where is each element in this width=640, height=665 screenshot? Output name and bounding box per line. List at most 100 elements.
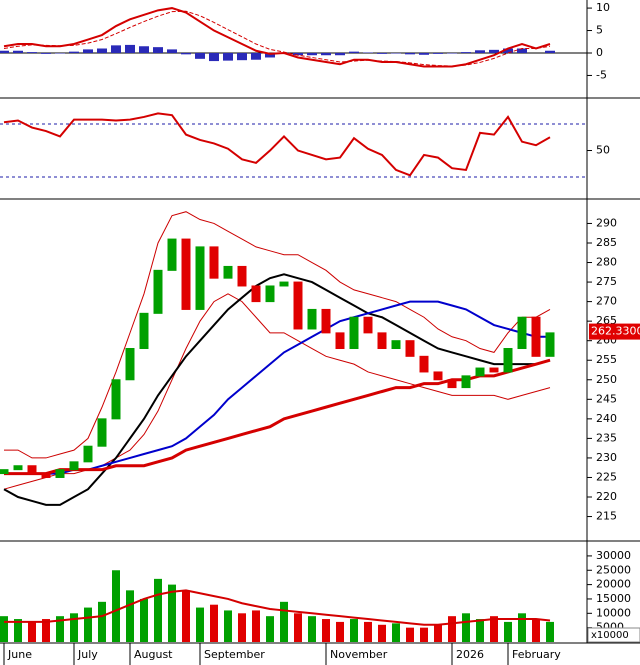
volume-bar xyxy=(504,621,512,642)
histogram-bar xyxy=(503,48,513,53)
candle xyxy=(293,281,303,330)
volume-bar xyxy=(378,624,386,642)
candle xyxy=(13,465,23,471)
candle xyxy=(83,445,93,463)
histogram-bar xyxy=(419,52,429,55)
histogram-bar xyxy=(251,52,261,60)
volume-bar xyxy=(448,616,456,642)
candle xyxy=(363,316,373,334)
histogram-bar xyxy=(125,44,135,53)
histogram-bar xyxy=(195,52,205,59)
volume-bar xyxy=(546,621,554,642)
volume-bar xyxy=(490,616,498,642)
volume-bar xyxy=(280,601,288,642)
candle xyxy=(69,461,79,471)
volume-bar xyxy=(336,621,344,642)
candle xyxy=(167,238,177,271)
volume-bar xyxy=(476,619,484,642)
candle xyxy=(41,473,51,478)
y-tick-label: 240 xyxy=(596,412,617,425)
x-tick-label: August xyxy=(134,648,173,661)
candle xyxy=(335,332,345,350)
y-tick-label: 220 xyxy=(596,490,617,503)
volume-bar xyxy=(196,607,204,642)
volume-bar xyxy=(518,613,526,642)
series-line xyxy=(4,358,551,476)
series-line xyxy=(4,211,551,459)
volume-bar xyxy=(434,624,442,642)
volume-bar xyxy=(154,578,162,642)
series-line xyxy=(3,10,551,67)
y-tick-label: 225 xyxy=(596,470,617,483)
histogram-bar xyxy=(475,50,485,53)
unit-label: x10000 xyxy=(591,630,629,641)
volume-bar xyxy=(308,616,316,642)
volume-bar xyxy=(252,610,260,642)
candle xyxy=(433,371,443,381)
histogram-bar xyxy=(153,47,163,53)
volume-bar xyxy=(14,619,22,642)
candle xyxy=(195,246,205,310)
histogram-bar xyxy=(321,52,331,56)
series-line xyxy=(4,300,550,475)
histogram-bar xyxy=(307,52,317,56)
volume-bar xyxy=(140,598,148,642)
candle xyxy=(349,316,359,350)
candle xyxy=(223,265,233,279)
candle xyxy=(153,269,163,314)
unit-box xyxy=(587,627,640,643)
histogram-bar xyxy=(293,52,303,56)
candle xyxy=(97,418,107,447)
histogram-bar xyxy=(27,52,37,53)
candle xyxy=(181,238,191,310)
histogram-bar xyxy=(335,52,345,56)
candle xyxy=(489,367,499,373)
volume-bar xyxy=(392,623,400,642)
volume-bar xyxy=(266,616,274,642)
y-tick-label: 30000 xyxy=(596,549,631,562)
candle xyxy=(405,340,415,357)
y-tick-label: 20000 xyxy=(596,578,631,591)
candle xyxy=(139,312,149,350)
candle xyxy=(391,340,401,350)
y-tick-label: 285 xyxy=(596,236,617,249)
x-tick-label: September xyxy=(204,648,265,661)
y-tick-label: 245 xyxy=(596,392,617,405)
y-tick-label: -5 xyxy=(596,68,607,81)
candle xyxy=(237,265,247,287)
histogram-bar xyxy=(0,50,9,53)
histogram-bar xyxy=(377,52,387,54)
series-line xyxy=(4,589,551,626)
histogram-bar xyxy=(489,49,499,53)
candle xyxy=(321,308,331,334)
candle xyxy=(447,379,457,389)
y-tick-label: 50 xyxy=(596,144,610,157)
candle xyxy=(475,367,485,377)
histogram-bar xyxy=(461,52,471,53)
volume-bar xyxy=(322,619,330,642)
histogram-bar xyxy=(545,50,555,53)
volume-bar xyxy=(98,601,106,642)
y-tick-label: 250 xyxy=(596,373,617,386)
candle xyxy=(125,348,135,381)
y-tick-label: 215 xyxy=(596,510,617,523)
volume-bar xyxy=(420,627,428,642)
candle xyxy=(419,355,429,373)
candle xyxy=(209,246,219,279)
candle xyxy=(279,281,289,287)
candle xyxy=(545,332,555,357)
volume-bar xyxy=(350,619,358,642)
histogram-bar xyxy=(41,52,51,54)
volume-bar xyxy=(126,590,134,642)
volume-bar xyxy=(224,610,232,642)
histogram-bar xyxy=(237,52,247,61)
volume-bar xyxy=(182,590,190,642)
candle xyxy=(0,469,9,475)
volume-bar xyxy=(462,613,470,642)
candle xyxy=(461,375,471,389)
histogram-bar xyxy=(139,46,149,53)
volume-bar xyxy=(364,621,372,642)
y-tick-label: 275 xyxy=(596,275,617,288)
volume-bar xyxy=(210,604,218,642)
